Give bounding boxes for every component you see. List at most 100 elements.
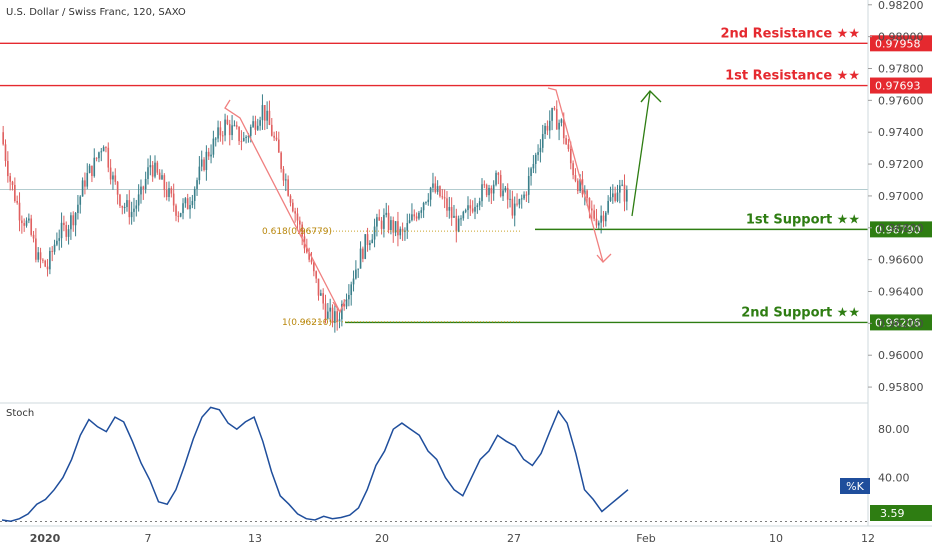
- x-tick-label: 27: [507, 532, 521, 545]
- candle: [341, 300, 343, 327]
- candle: [453, 204, 455, 218]
- candle: [359, 241, 362, 269]
- candle: [298, 216, 301, 233]
- candle: [525, 191, 528, 202]
- candle: [88, 163, 91, 174]
- candle: [509, 189, 511, 208]
- candle: [193, 186, 196, 210]
- candle: [23, 218, 26, 232]
- candle: [168, 181, 170, 202]
- candle: [506, 183, 509, 209]
- candle: [53, 239, 56, 255]
- candle: [182, 198, 184, 220]
- price-tick-label: 0.97800: [878, 62, 924, 75]
- candle: [604, 210, 607, 227]
- candle: [158, 169, 161, 180]
- candle: [495, 170, 497, 187]
- candle: [107, 142, 110, 173]
- stoch-tick-label: 40.00: [878, 472, 910, 485]
- candle: [488, 184, 490, 202]
- candle: [37, 247, 40, 263]
- level-label: 1st Support ★★: [746, 212, 860, 227]
- candle: [593, 204, 595, 222]
- candle: [133, 197, 135, 222]
- candle: [256, 118, 259, 131]
- candle: [42, 258, 44, 264]
- candle: [44, 259, 47, 268]
- candle: [499, 170, 502, 198]
- candle: [163, 173, 166, 198]
- level-label: 2nd Resistance ★★: [721, 26, 861, 41]
- level-badge: 0.96206: [870, 314, 932, 331]
- candle: [523, 191, 525, 201]
- candle: [217, 120, 219, 143]
- candle: [245, 135, 247, 144]
- candle: [357, 268, 360, 278]
- candle: [362, 246, 364, 263]
- candle: [67, 224, 70, 245]
- candle: [322, 288, 324, 310]
- candle: [4, 139, 7, 167]
- svg-text:3.59: 3.59: [880, 507, 905, 520]
- candle: [408, 213, 411, 224]
- candle: [378, 209, 381, 221]
- candle: [46, 258, 49, 277]
- candle: [394, 221, 397, 237]
- candle: [348, 284, 350, 307]
- candle: [432, 172, 434, 193]
- candle: [51, 246, 54, 262]
- candle: [336, 306, 339, 331]
- stoch-label: Stoch: [6, 408, 34, 419]
- candle: [429, 186, 432, 207]
- candle: [383, 208, 385, 238]
- candle: [119, 193, 121, 208]
- candle: [474, 197, 476, 220]
- candle: [511, 190, 514, 219]
- candle: [574, 168, 577, 183]
- candle: [411, 203, 413, 222]
- candle: [548, 110, 551, 139]
- candle: [469, 199, 472, 216]
- candle: [14, 177, 16, 203]
- level-badge-text: 0.96206: [875, 316, 921, 329]
- candle: [490, 185, 493, 205]
- candle: [355, 260, 357, 280]
- candle: [616, 184, 619, 203]
- level-badge: 0.97958: [870, 35, 932, 52]
- candle: [371, 234, 374, 244]
- candle: [205, 145, 208, 181]
- candle: [415, 212, 418, 222]
- candle: [11, 180, 14, 191]
- candle: [352, 270, 355, 292]
- candle: [212, 130, 215, 158]
- price-tick-label: 0.96000: [878, 349, 924, 362]
- candle: [291, 199, 294, 213]
- candle: [263, 105, 266, 131]
- candle: [464, 208, 467, 214]
- candle: [2, 125, 4, 146]
- candle: [497, 171, 500, 185]
- candle: [184, 197, 187, 208]
- candle: [460, 215, 462, 226]
- candle: [21, 215, 23, 234]
- candle: [175, 203, 177, 222]
- candle: [560, 118, 563, 127]
- candle: [397, 211, 399, 247]
- price-tick-label: 0.95800: [878, 381, 924, 394]
- candle: [369, 240, 371, 251]
- candle: [7, 151, 9, 183]
- candle: [476, 203, 479, 214]
- candle: [313, 261, 315, 277]
- candle: [485, 183, 488, 198]
- candle: [527, 167, 530, 204]
- candle: [390, 216, 392, 235]
- candle: [219, 121, 222, 142]
- candle: [320, 289, 322, 296]
- candle: [105, 146, 107, 153]
- candle: [210, 144, 212, 164]
- candle: [555, 100, 558, 130]
- candle: [534, 152, 537, 174]
- candle: [457, 215, 460, 233]
- candle: [602, 210, 605, 228]
- candle: [434, 176, 437, 194]
